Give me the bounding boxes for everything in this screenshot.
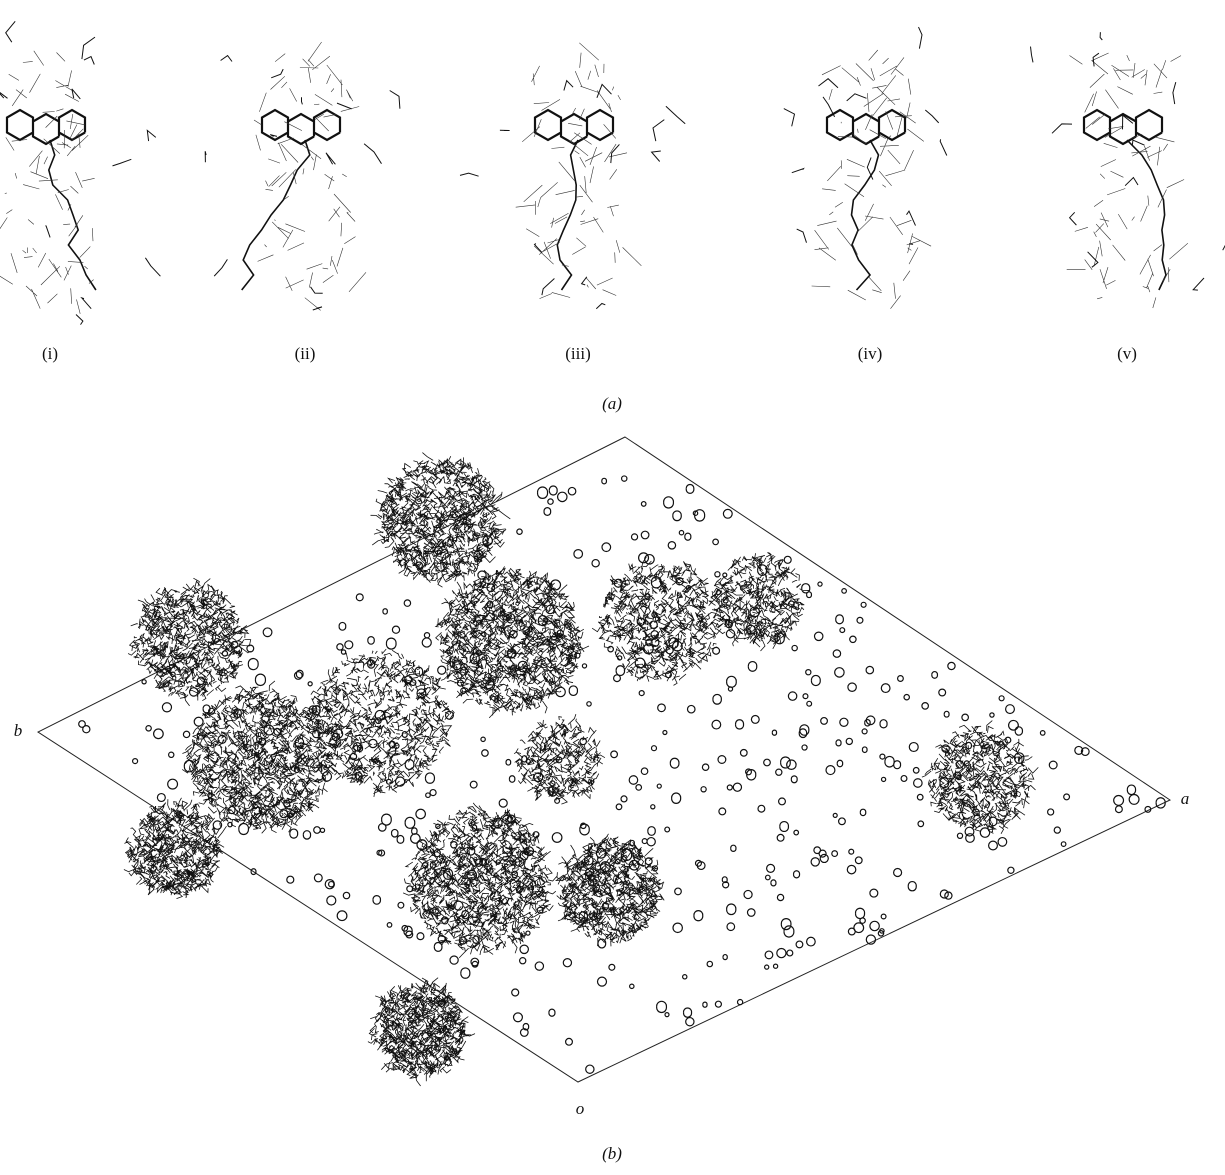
axis-label: b	[14, 721, 23, 740]
subpanel-label: (i)	[42, 344, 58, 363]
density-contour	[124, 798, 227, 899]
subpanel-label: (ii)	[295, 344, 316, 363]
figure: (i) (ii) (iii) (iv) (v) (a) (b) b a o	[0, 0, 1225, 1175]
density-mesh	[516, 43, 642, 299]
backbone	[1127, 140, 1166, 290]
density-contour	[371, 453, 511, 588]
backbone	[557, 140, 578, 290]
axis-label: a	[1181, 789, 1190, 808]
axis-label: o	[576, 1099, 585, 1118]
side-chains	[0, 21, 160, 327]
backbone	[242, 140, 310, 290]
panel-label: (b)	[602, 1144, 622, 1163]
density-mesh	[254, 42, 366, 310]
subpanel-label: (v)	[1117, 344, 1137, 363]
side-chains	[205, 56, 400, 310]
side-chains	[784, 27, 947, 244]
density-map	[79, 453, 1165, 1086]
subpanel-label: (iv)	[858, 344, 883, 363]
density-contour	[368, 978, 475, 1086]
density-mesh	[812, 50, 931, 309]
density-contour	[436, 566, 589, 718]
side-chains	[1031, 32, 1225, 290]
density-contour	[592, 557, 726, 685]
ring-structure	[262, 110, 340, 144]
ring-structure	[827, 110, 905, 144]
subpanel-label: (iii)	[565, 344, 591, 363]
density-contour	[403, 803, 557, 958]
ring-structure	[535, 110, 613, 144]
density-contour	[922, 721, 1038, 834]
density-mesh	[1067, 53, 1188, 308]
molecule-panels: (i) (ii) (iii) (iv) (v)	[0, 21, 1225, 363]
backbone	[852, 140, 879, 290]
density-mesh	[0, 51, 95, 314]
panel-label: (a)	[602, 394, 622, 413]
